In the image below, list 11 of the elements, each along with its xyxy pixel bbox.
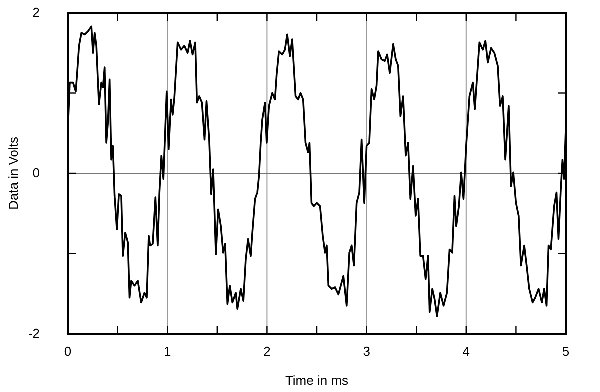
x-tick-label: 2 <box>264 344 271 360</box>
y-tick-label: 2 <box>32 5 40 20</box>
x-axis-title: Time in ms <box>285 373 350 388</box>
y-tick-label: 0 <box>32 166 40 181</box>
x-tick-label: 5 <box>562 344 570 360</box>
x-tick-label: 1 <box>164 344 172 360</box>
x-tick-label: 3 <box>363 344 370 360</box>
x-tick-label: 4 <box>462 344 470 360</box>
x-tick-label: 0 <box>64 344 72 360</box>
y-axis-title: Data in Volts <box>6 136 21 210</box>
y-tick-label: -2 <box>28 326 40 342</box>
